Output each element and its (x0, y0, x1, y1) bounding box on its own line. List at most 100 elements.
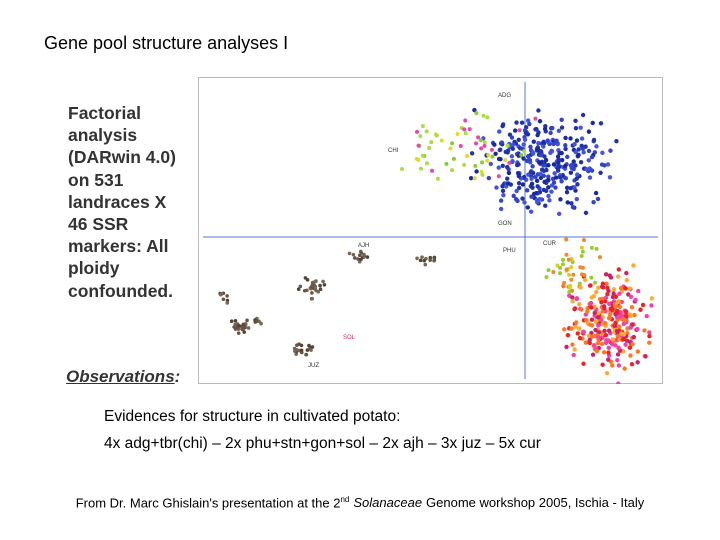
point (596, 285, 601, 290)
point (418, 166, 423, 171)
point (547, 198, 552, 203)
point (322, 282, 327, 287)
point (624, 313, 629, 319)
point (573, 324, 578, 329)
point (529, 181, 535, 186)
footer-italic: Solanaceae (353, 495, 423, 511)
point (444, 161, 449, 166)
point (218, 292, 223, 297)
point (591, 293, 597, 299)
point (528, 209, 534, 214)
point (302, 288, 307, 293)
point (575, 331, 581, 336)
point (458, 144, 463, 149)
point (400, 166, 405, 171)
point (523, 130, 529, 136)
point (621, 337, 626, 342)
point (307, 343, 311, 348)
point (617, 291, 622, 296)
point (562, 280, 567, 285)
observations-label: Observations (66, 367, 175, 386)
point (243, 325, 247, 330)
point (585, 309, 590, 314)
point (496, 165, 501, 170)
point (579, 307, 584, 312)
point (649, 296, 655, 301)
point (507, 160, 512, 165)
point (567, 272, 572, 277)
point (573, 320, 579, 325)
point (305, 348, 310, 352)
point (462, 127, 467, 132)
point (556, 164, 562, 169)
point (630, 341, 635, 347)
point (535, 132, 540, 138)
point (602, 328, 607, 333)
point (565, 332, 571, 338)
points (218, 107, 655, 384)
point (359, 257, 363, 262)
point (530, 185, 535, 190)
point (509, 154, 515, 159)
point (557, 271, 562, 276)
point (609, 342, 615, 347)
point (479, 146, 484, 151)
point (424, 161, 429, 166)
point (482, 140, 487, 145)
point (545, 138, 550, 143)
point (572, 141, 577, 147)
point (615, 329, 620, 335)
point (310, 280, 315, 285)
point (498, 198, 504, 203)
caption-line: ploidy (68, 258, 120, 279)
point (472, 176, 477, 181)
point (420, 124, 425, 129)
point (647, 333, 652, 339)
point (543, 157, 549, 163)
point (555, 168, 561, 173)
point (435, 176, 440, 181)
point (574, 176, 580, 181)
body-text: Evidences for structure in cultivated po… (104, 403, 541, 457)
point (570, 299, 575, 304)
point (482, 143, 487, 148)
point (422, 258, 427, 263)
point (613, 304, 618, 309)
point (635, 326, 640, 332)
point (565, 154, 570, 160)
point (520, 182, 526, 187)
point (236, 331, 241, 335)
point (591, 199, 596, 205)
point (573, 118, 578, 123)
point (590, 352, 596, 357)
point (623, 286, 628, 291)
point (617, 304, 623, 310)
point (622, 366, 627, 371)
point (310, 291, 314, 295)
point (649, 303, 654, 308)
point (512, 128, 518, 133)
point (420, 153, 425, 158)
point (629, 362, 635, 367)
point (570, 162, 575, 168)
point (568, 170, 574, 175)
point (511, 193, 516, 199)
point (556, 128, 562, 134)
point (533, 116, 538, 121)
point (541, 144, 546, 149)
point (362, 253, 367, 258)
point (563, 143, 568, 148)
point (519, 120, 525, 125)
point (575, 172, 580, 177)
point (587, 175, 593, 180)
point (604, 370, 610, 376)
point (314, 279, 318, 283)
point (628, 325, 633, 330)
point (574, 296, 580, 301)
point (578, 285, 583, 290)
point (563, 176, 569, 181)
point (356, 257, 360, 261)
point (642, 328, 647, 333)
point (565, 200, 570, 205)
point (551, 180, 557, 185)
